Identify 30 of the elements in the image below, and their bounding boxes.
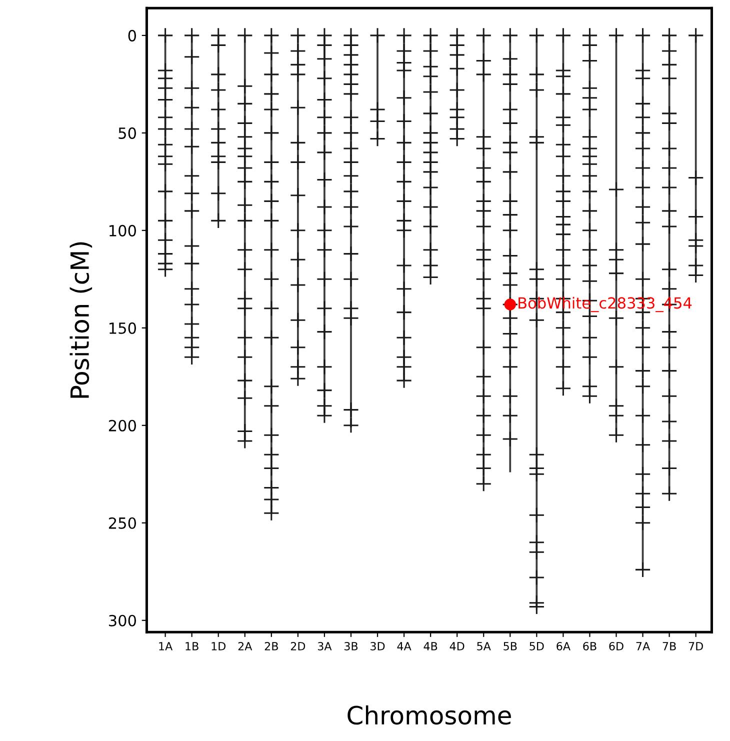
x-tick-label: 2B <box>264 642 278 650</box>
x-tick-label: 2A <box>238 642 252 650</box>
y-tick-label: 50 <box>118 127 136 139</box>
y-tick-label: 0 <box>128 30 136 42</box>
x-tick-label: 3A <box>318 642 332 650</box>
x-tick-label: 3B <box>344 642 358 650</box>
x-tick-label: 7B <box>662 642 676 650</box>
x-tick-label: 5A <box>477 642 491 650</box>
x-axis-title: Chromosome <box>348 705 511 725</box>
y-tick-label: 200 <box>108 420 136 432</box>
y-tick-label: 250 <box>108 517 136 529</box>
x-tick-label: 3D <box>370 642 385 650</box>
x-tick-label: 4B <box>424 642 438 650</box>
x-tick-label: 4A <box>397 642 412 650</box>
x-tick-label: 6B <box>583 642 596 650</box>
x-tick-label: 5D <box>530 642 544 650</box>
y-axis-title: Position (cM) <box>70 242 92 398</box>
x-tick-label: 5B <box>504 642 517 650</box>
x-tick-label: 4D <box>450 642 464 650</box>
x-tick-label: 6A <box>556 642 570 650</box>
x-tick-label: 1D <box>212 642 226 650</box>
x-tick-label: 7D <box>688 642 703 650</box>
y-tick-label: 300 <box>109 614 136 626</box>
x-tick-label: 6D <box>609 642 624 650</box>
y-tick-label: 150 <box>110 322 136 334</box>
x-tick-label: 7A <box>636 642 650 650</box>
y-tick-label: 100 <box>110 224 136 236</box>
x-tick-label: 2D <box>290 642 306 650</box>
x-tick-label: 1A <box>159 642 173 650</box>
x-tick-label: 1B <box>186 642 198 650</box>
